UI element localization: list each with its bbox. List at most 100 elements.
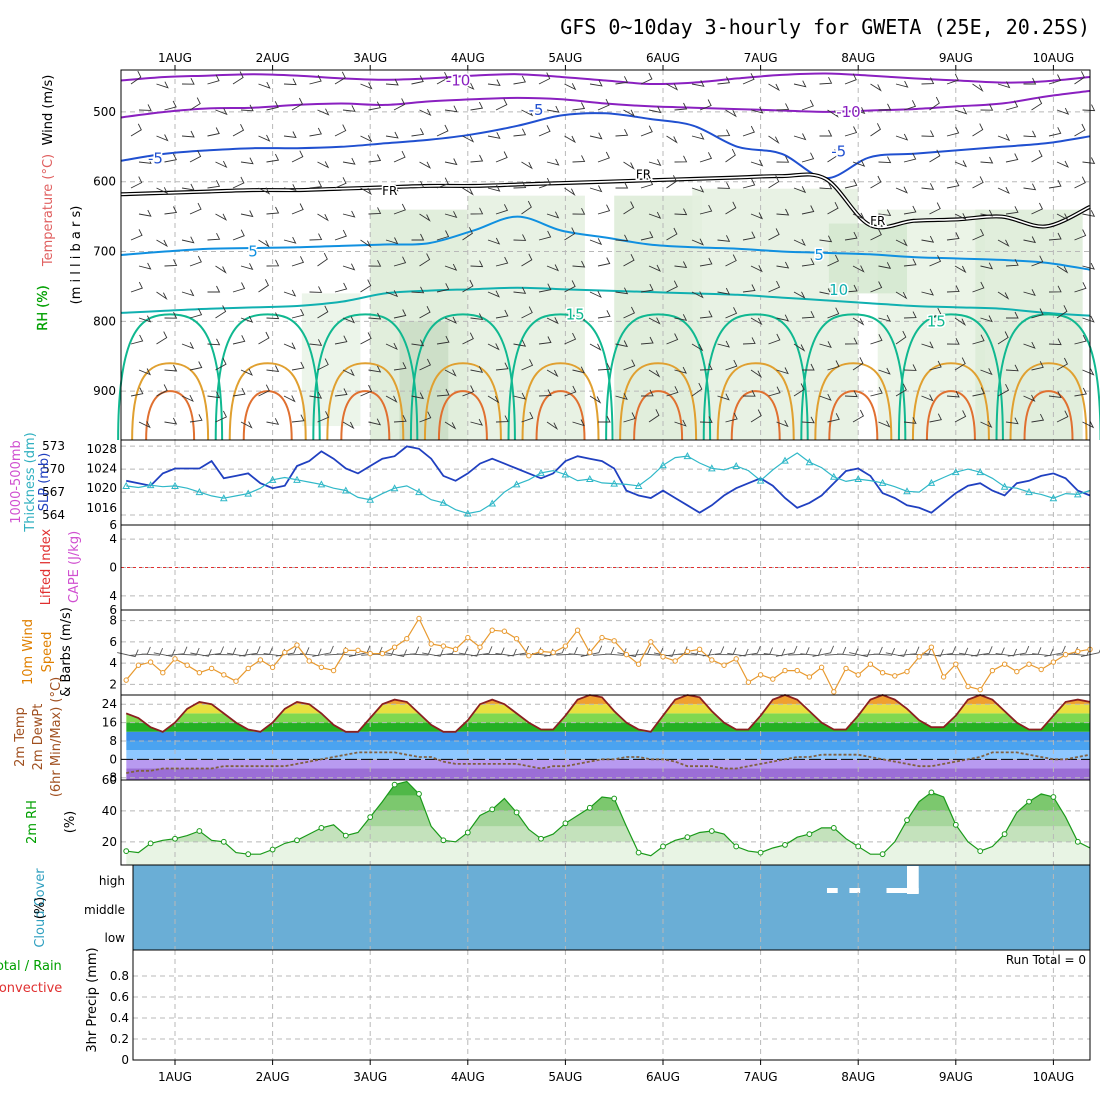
contour-label: 10 [829,281,848,299]
wind-barb [1005,206,1019,215]
wind-barb [291,414,305,423]
wind-barb [130,334,144,345]
wind-barb [852,265,865,273]
precip-tick-label: 0.2 [110,1032,129,1046]
rh-marker [977,848,984,854]
wind-barb [538,177,551,189]
wind-barb [691,238,704,246]
warm-contour [995,313,1100,441]
wind-speed-marker [147,659,154,665]
rh-marker [1001,831,1008,837]
wind-speed-marker [550,649,556,656]
precip-tick-label: 0.8 [110,969,129,983]
surface-wind-barb [165,646,188,657]
thickness-marker [1000,482,1009,490]
wind-barb [291,97,303,111]
wind-barb [538,389,552,397]
wind-barb [546,421,559,431]
wind-barb [436,335,450,345]
surface-wind-barb [1080,649,1100,658]
surface-wind-barb [922,649,944,657]
wind-barb [232,176,245,189]
wind-speed-marker [135,662,142,668]
wind-barb [903,258,917,267]
pressure-tick-label: 900 [93,384,116,398]
wind-barb [1074,387,1087,397]
wind-barb [207,180,221,189]
wind-barb [972,387,985,397]
wind-barb [572,366,586,374]
panel-side-label: SLP (mb) [37,453,52,512]
wind-barb [801,258,815,267]
wind-barb [342,210,356,218]
cloud-cover-field [133,865,1090,950]
wind-barb [691,382,703,397]
wind-barb [895,383,907,397]
surface-wind-barb [971,646,993,657]
wind-speed-marker [1050,659,1057,665]
rh-marker [562,820,569,827]
wind-barb [156,331,168,345]
wind-barb [750,265,763,273]
slp-tick-label: 1020 [86,481,117,495]
wind-barb [495,362,509,371]
wind-barb [215,213,228,221]
wind-barb [130,70,142,85]
wind-barb [513,234,527,241]
date-label-top: 2AUG [256,51,290,65]
thickness-marker [244,489,253,497]
wind-speed-marker [489,627,495,633]
wind-barb [878,420,891,428]
wind-barb [436,283,450,293]
wind-barb [564,135,576,144]
date-label-top: 7AUG [744,51,778,65]
wind-speed-marker [806,674,813,680]
wind-speed-marker [794,667,800,674]
li-tick-label: 4 [109,532,117,546]
wind-barb [852,317,865,326]
surface-wind-barb [763,648,786,657]
thickness-marker [415,488,423,496]
wind-barb [1048,285,1062,293]
wind-barb [717,182,731,189]
wind-barb [921,235,935,243]
li-tick-label: 6 [109,603,117,617]
wind-barb [972,334,985,345]
wind-barb [385,237,399,245]
surface-wind-barb [1007,645,1030,657]
wind-speed-marker [855,672,861,678]
wind-barb [674,208,688,216]
wind-barb [742,337,756,345]
wind-barb [972,123,984,137]
wind-barb [538,230,552,241]
date-label-bottom: 3AUG [353,1070,387,1084]
wind-barb [946,126,960,137]
wind-barb [564,280,576,293]
date-label-top: 9AUG [939,51,973,65]
rh-marker [733,843,740,850]
wind-barb [699,152,713,163]
temp-band [126,740,1090,751]
wind-barb [1056,305,1068,319]
rh-shading [301,293,361,427]
wind-barb [207,391,221,399]
wind-barb [130,229,143,241]
wind-barb [946,179,960,189]
wind-barb [189,202,202,215]
wind-barb [240,210,254,218]
wind-barb [317,411,330,423]
wind-barb [793,186,807,194]
slp-tick-label: 1024 [86,461,117,475]
contour-label: -10 [836,103,861,121]
wind-barb [334,388,348,397]
wind-speed-marker [562,643,569,649]
wind-barb [360,82,373,90]
wind-speed-marker [404,635,410,642]
wind-barb [895,80,909,88]
wind-barb [513,392,526,400]
pressure-tick-label: 700 [93,245,116,259]
wind-barb [130,176,143,189]
wind-speed-marker [770,676,776,682]
surface-wind-barb [910,647,932,656]
wind-barb [623,253,635,267]
